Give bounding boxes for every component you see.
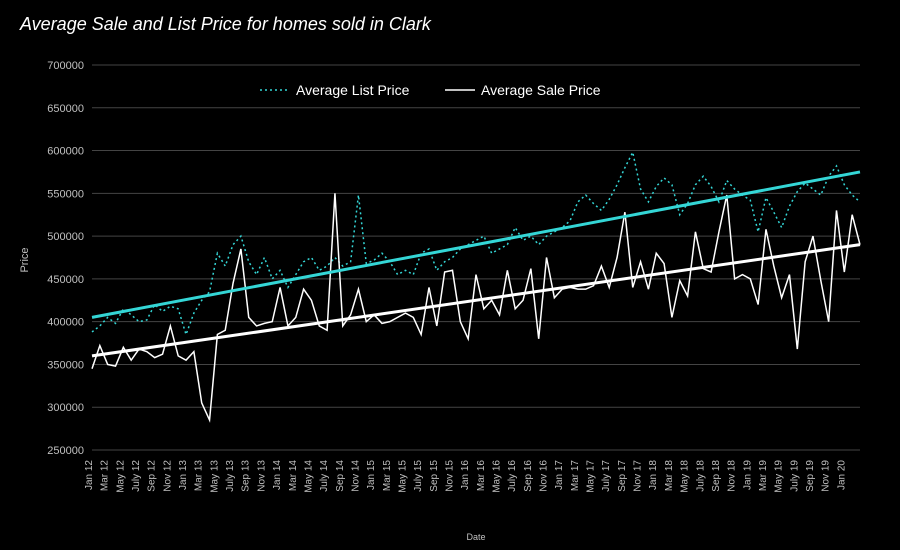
x-tick: Nov 12 <box>162 460 173 492</box>
y-tick: 650000 <box>47 103 84 115</box>
x-tick: Jan 17 <box>554 460 565 490</box>
x-tick: Sep 13 <box>241 460 252 492</box>
x-tick: Mar 19 <box>758 460 769 492</box>
x-tick: May 18 <box>680 460 691 493</box>
y-tick: 550000 <box>47 188 84 200</box>
x-tick: Nov 17 <box>633 460 644 492</box>
x-tick: May 17 <box>586 460 597 493</box>
x-tick: Nov 15 <box>444 460 455 492</box>
y-tick: 700000 <box>47 60 84 72</box>
x-tick: July 12 <box>131 460 142 492</box>
legend-label-sale: Average Sale Price <box>481 82 601 98</box>
x-tick: Nov 14 <box>350 460 361 492</box>
x-tick: Jan 14 <box>272 460 283 490</box>
x-tick: Jan 19 <box>742 460 753 490</box>
x-tick: Mar 15 <box>382 460 393 492</box>
x-tick: Mar 17 <box>570 460 581 492</box>
y-axis-label: Price <box>19 247 31 272</box>
y-tick: 500000 <box>47 231 84 243</box>
x-tick: Sep 17 <box>617 460 628 492</box>
x-tick: May 13 <box>209 460 220 493</box>
x-tick: Mar 13 <box>194 460 205 492</box>
legend-label-list: Average List Price <box>296 82 410 98</box>
x-tick: Nov 13 <box>256 460 267 492</box>
x-tick: Mar 12 <box>100 460 111 492</box>
x-tick: Jan 12 <box>84 460 95 490</box>
y-tick: 350000 <box>47 359 84 371</box>
x-tick: Sep 16 <box>523 460 534 492</box>
x-tick: May 15 <box>397 460 408 493</box>
x-tick: Jan 13 <box>178 460 189 490</box>
x-tick: July 18 <box>695 460 706 492</box>
x-tick: May 19 <box>774 460 785 493</box>
x-tick: Sep 19 <box>805 460 816 492</box>
x-tick: Mar 18 <box>664 460 675 492</box>
x-tick: Jan 16 <box>460 460 471 490</box>
x-tick: July 17 <box>601 460 612 492</box>
x-tick: May 14 <box>303 460 314 493</box>
x-axis-label: Date <box>466 532 485 542</box>
x-tick: Nov 19 <box>821 460 832 492</box>
x-tick: Nov 16 <box>539 460 550 492</box>
y-tick: 400000 <box>47 317 84 329</box>
x-tick: Jan 15 <box>366 460 377 490</box>
x-tick: July 15 <box>413 460 424 492</box>
x-tick: Sep 18 <box>711 460 722 492</box>
x-tick: Sep 12 <box>147 460 158 492</box>
x-tick: July 13 <box>225 460 236 492</box>
x-tick: Sep 15 <box>429 460 440 492</box>
x-tick: May 16 <box>492 460 503 493</box>
x-tick: Mar 16 <box>476 460 487 492</box>
y-tick: 250000 <box>47 445 84 457</box>
price-chart: Average Sale and List Price for homes so… <box>0 0 900 550</box>
x-tick: Mar 14 <box>288 460 299 492</box>
x-tick: July 14 <box>319 460 330 492</box>
x-tick: July 19 <box>789 460 800 492</box>
chart-title: Average Sale and List Price for homes so… <box>19 14 432 34</box>
x-tick: Jan 18 <box>648 460 659 490</box>
x-tick-labels: Jan 12 Mar 12 May 12 July 12 Sep 12 Nov 12 Jan… <box>84 460 847 493</box>
x-tick: Jan 20 <box>836 460 847 490</box>
y-tick: 300000 <box>47 402 84 414</box>
x-tick: Sep 14 <box>335 460 346 492</box>
x-tick: May 12 <box>115 460 126 493</box>
x-tick: July 16 <box>507 460 518 492</box>
x-tick: Nov 18 <box>727 460 738 492</box>
y-tick: 600000 <box>47 146 84 158</box>
y-tick: 450000 <box>47 274 84 286</box>
